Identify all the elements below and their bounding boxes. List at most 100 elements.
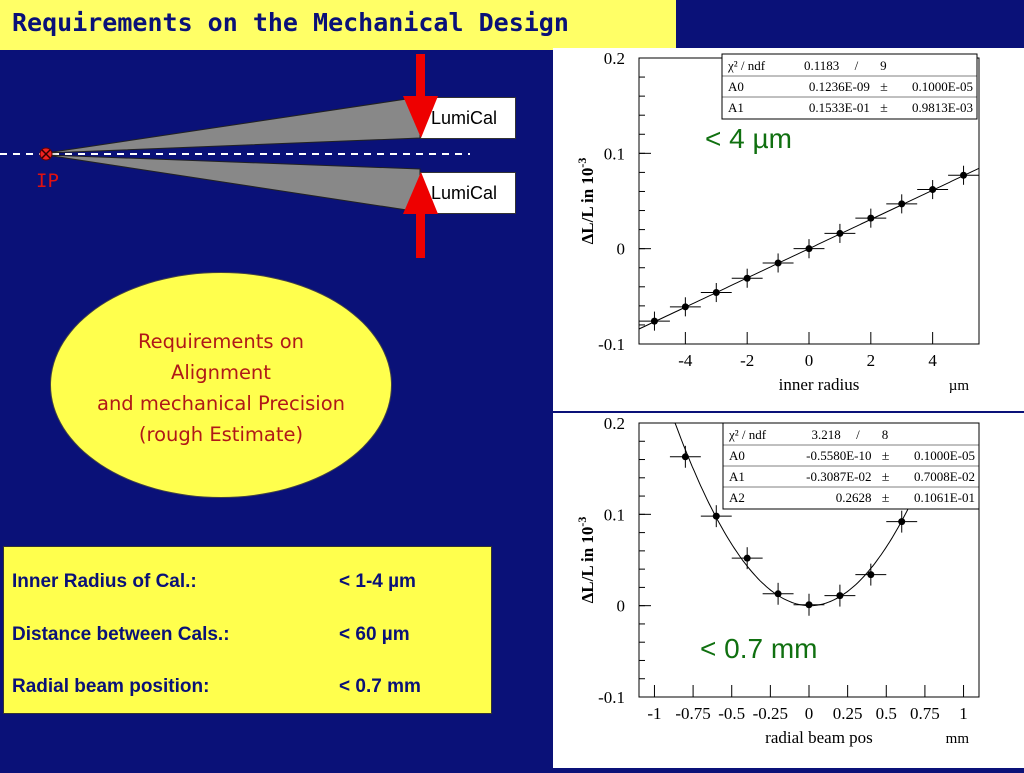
requirement-label: Radial beam position:: [12, 676, 210, 697]
data-point: [712, 512, 720, 520]
x-axis-unit: mm: [946, 731, 970, 747]
x-tick-label: 0: [805, 351, 814, 370]
stats-param-value: -0.5580E-10: [806, 448, 871, 463]
data-point: [805, 245, 813, 253]
stats-param-name: A1: [728, 100, 744, 115]
lumical-top-box: LumiCal: [420, 97, 516, 139]
stats-param-value: 0.1533E-01: [809, 100, 870, 115]
stats-param-value: 0.2628: [836, 490, 872, 505]
data-point: [867, 214, 875, 222]
stats-box: [721, 53, 978, 120]
data-point: [774, 259, 782, 267]
down-arrow: [403, 54, 438, 138]
x-tick-label: -0.75: [675, 704, 710, 723]
up-arrow: [403, 172, 438, 258]
data-point: [681, 453, 689, 461]
data-point: [867, 571, 875, 579]
annotation-inner-radius: < 4 µm: [705, 123, 792, 154]
ip-label: IP: [36, 170, 59, 192]
y-tick-label: -0.1: [598, 335, 625, 354]
data-point: [681, 303, 689, 311]
plot-inner-radius-svg: -0.1 0 0.1 0.2 -4 -2 0 2 4 inner radius µm ΔL/L in …: [575, 49, 980, 394]
arrow-pair: [403, 54, 438, 258]
data-point: [743, 274, 751, 282]
y-axis-exponent: -3: [575, 158, 589, 168]
data-point: [774, 590, 782, 598]
data-point: [650, 317, 658, 325]
stats-param-name: A0: [729, 448, 745, 463]
data-point: [898, 518, 906, 526]
y-tick-label: 0.1: [604, 144, 625, 163]
stats-param-name: A2: [729, 490, 745, 505]
ellipse-line: and mechanical Precision: [97, 392, 345, 415]
requirement-label: Distance between Cals.:: [12, 624, 230, 645]
stats-param-name: A1: [729, 469, 745, 484]
x-tick-label: 0.75: [910, 704, 940, 723]
y-tick-label: 0: [617, 597, 626, 616]
x-tick-label: 4: [928, 351, 937, 370]
annotation-beam-position: < 0.7 mm: [700, 633, 818, 664]
lumical-bottom-label: LumiCal: [431, 183, 498, 203]
x-tick-label: -0.25: [753, 704, 788, 723]
stats-param-error: 0.1000E-05: [914, 448, 975, 463]
y-tick-label: 0.2: [604, 49, 625, 68]
lumical-bottom-cone: [45, 154, 421, 213]
x-tick-label: -2: [740, 351, 754, 370]
lumical-top-label: LumiCal: [431, 108, 498, 128]
requirements-ellipse: [50, 272, 392, 498]
ellipse-line: (rough Estimate): [138, 423, 304, 446]
stats-header-label: χ² / ndf: [727, 58, 766, 73]
stats-param-name: A0: [728, 79, 744, 94]
stats-param-pm: ±: [880, 80, 888, 95]
ellipse-line: Alignment: [171, 361, 271, 384]
stats-param-error: 0.1000E-05: [912, 79, 973, 94]
data-point: [712, 289, 720, 297]
stats-param-error: 0.9813E-03: [912, 100, 973, 115]
y-tick-label: 0: [617, 240, 626, 259]
requirement-value: < 0.7 mm: [339, 676, 421, 697]
requirement-label: Inner Radius of Cal.:: [12, 571, 197, 592]
title-banner: [0, 0, 676, 50]
x-tick-label: -4: [678, 351, 693, 370]
x-tick-label: -1: [647, 704, 661, 723]
ip-marker: [39, 147, 53, 161]
y-axis-title: ΔL/L in 10-3: [575, 517, 597, 604]
stats-header-ndf: 8: [882, 427, 889, 442]
stats-header-label: χ² / ndf: [728, 427, 767, 442]
x-tick-label: 1: [959, 704, 968, 723]
lumical-top-cone: [45, 96, 421, 154]
x-tick-label: 2: [867, 351, 876, 370]
requirements-box: Inner Radius of Cal.: < 1-4 µm Distance …: [3, 546, 492, 714]
stats-header-value: 3.218: [812, 427, 841, 442]
plot-inner-radius: -0.1 0 0.1 0.2 -4 -2 0 2 4 inner radius µm ΔL/L in …: [553, 48, 1024, 411]
stats-header-sep: /: [856, 427, 860, 442]
stats-header-ndf: 9: [880, 58, 887, 73]
stats-param-value: -0.3087E-02: [806, 469, 871, 484]
x-axis-title: inner radius: [779, 375, 860, 394]
requirement-value: < 1-4 µm: [339, 571, 416, 592]
stats-param-pm: ±: [882, 470, 890, 485]
data-point: [898, 200, 906, 208]
data-point: [743, 554, 751, 562]
plot-radial-beam: -0.1 0 0.1 0.2 -1 -0.75 -0.5 -0.25 0 0.25 0.5 0.75 1…: [553, 413, 1024, 768]
slide-title: Requirements on the Mechanical Design: [12, 8, 569, 37]
data-point: [836, 229, 844, 237]
y-tick-label: 0.1: [604, 505, 625, 524]
stats-header-value: 0.1183: [804, 58, 839, 73]
x-tick-label: 0.5: [876, 704, 897, 723]
lumical-schematic: [0, 96, 470, 213]
stats-param-pm: ±: [882, 449, 890, 464]
lumical-bottom-box: LumiCal: [420, 172, 516, 214]
x-axis-title: radial beam pos: [765, 728, 873, 747]
plot-radial-beam-svg: -0.1 0 0.1 0.2 -1 -0.75 -0.5 -0.25 0 0.25 0.5 0.75 1…: [575, 414, 980, 747]
data-point: [836, 592, 844, 600]
y-axis-exponent: -3: [575, 517, 589, 527]
requirement-value: < 60 µm: [339, 624, 410, 645]
stats-param-value: 0.1236E-09: [809, 79, 870, 94]
stats-param-error: 0.1061E-01: [914, 490, 975, 505]
x-axis-unit: µm: [949, 378, 970, 394]
ellipse-text: Requirements on Alignment and mechanical…: [50, 326, 392, 450]
x-tick-label: -0.5: [718, 704, 745, 723]
y-axis-title: ΔL/L in 10-3: [575, 158, 597, 245]
stats-param-error: 0.7008E-02: [914, 469, 975, 484]
